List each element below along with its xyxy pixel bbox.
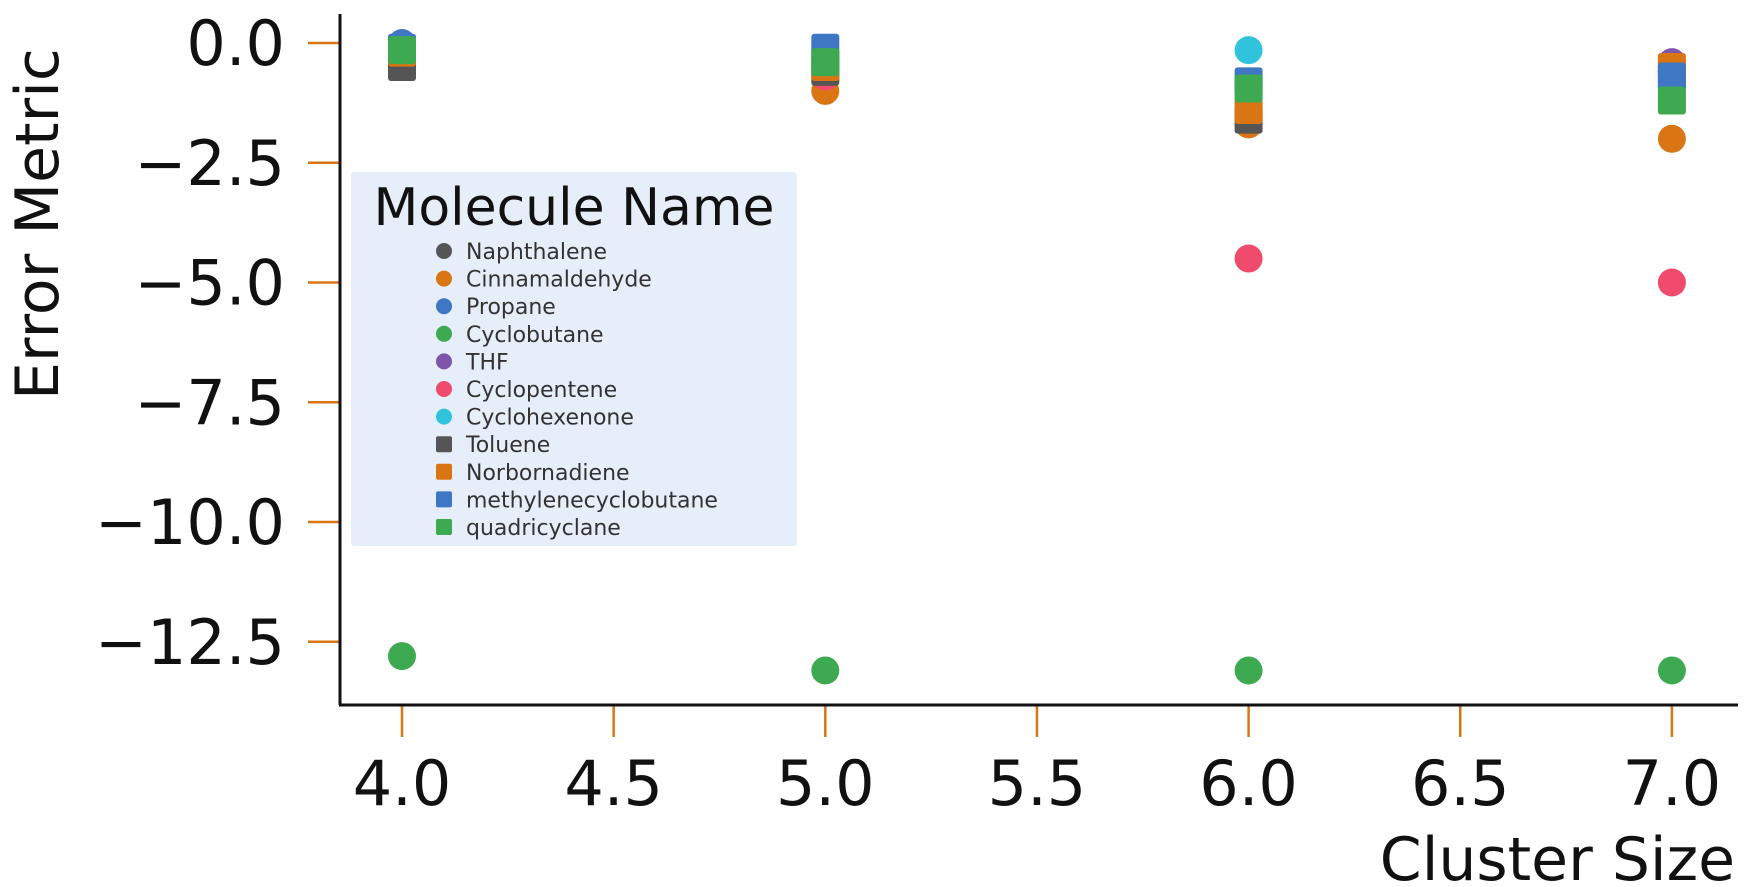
legend-label: Cinnamaldehyde: [466, 268, 652, 293]
legend-title: Molecule Name: [373, 178, 774, 238]
y-tick-label: −7.5: [134, 366, 285, 439]
data-point: [1234, 36, 1263, 65]
legend-label: Cyclopentene: [466, 378, 617, 403]
data-point: [1657, 124, 1686, 153]
legend-marker: [436, 463, 452, 480]
data-markers: [388, 29, 1686, 685]
data-point: [1657, 62, 1686, 91]
data-point: [388, 36, 416, 65]
x-axis-title: Cluster Size: [1380, 825, 1735, 887]
legend-label: Toluene: [465, 433, 550, 458]
y-tick-label: −12.5: [95, 606, 285, 679]
legend-label: methylenecyclobutane: [466, 488, 718, 513]
legend-label: quadricyclane: [466, 516, 621, 541]
data-point: [811, 48, 840, 77]
y-tick-label: 0.0: [186, 7, 285, 80]
data-point: [1234, 244, 1263, 273]
legend-marker: [436, 381, 452, 397]
legend-marker: [436, 243, 452, 259]
x-tick-label: 6.5: [1411, 747, 1510, 820]
x-tick-label: 6.0: [1199, 747, 1298, 820]
data-point: [1657, 656, 1686, 685]
legend-marker: [436, 408, 452, 425]
y-tick-label: −10.0: [95, 486, 285, 559]
data-point: [388, 642, 416, 671]
data-point: [1657, 268, 1686, 297]
data-point: [1234, 74, 1263, 103]
data-point: [811, 656, 840, 685]
data-point: [1234, 96, 1263, 125]
legend-label: Propane: [466, 295, 556, 320]
legend-label: Naphthalene: [466, 240, 607, 265]
x-tick-label: 4.5: [564, 747, 663, 820]
legend-marker: [436, 436, 452, 453]
data-point: [1657, 86, 1686, 115]
data-point: [1234, 656, 1263, 685]
legend-marker: [436, 298, 452, 315]
x-tick-label: 4.0: [353, 747, 452, 820]
x-tick-label: 7.0: [1623, 747, 1722, 820]
y-tick-label: −2.5: [134, 127, 285, 200]
legend-marker: [436, 353, 452, 370]
legend-label: Cyclobutane: [466, 323, 604, 348]
legend-label: Cyclohexenone: [466, 406, 634, 431]
legend-marker: [436, 270, 452, 287]
y-axis-title: Error Metric: [3, 48, 73, 400]
axis-ticks: 4.0 4.5 5.0 5.5 6.0 6.5 7.0 0.0 −2.5 −5.0 −7.5 −10.…: [95, 7, 1721, 820]
legend-box: [351, 172, 797, 546]
legend-label: Norbornadiene: [466, 461, 630, 486]
legend-marker: [436, 325, 452, 342]
legend: Molecule Name Naphthalene CinnamaldehydeP…: [351, 172, 797, 546]
x-tick-label: 5.5: [988, 747, 1087, 820]
legend-marker: [436, 519, 452, 535]
x-tick-label: 5.0: [776, 747, 875, 820]
legend-label: THF: [465, 350, 509, 375]
y-tick-label: −5.0: [134, 247, 285, 320]
legend-marker: [436, 491, 452, 508]
